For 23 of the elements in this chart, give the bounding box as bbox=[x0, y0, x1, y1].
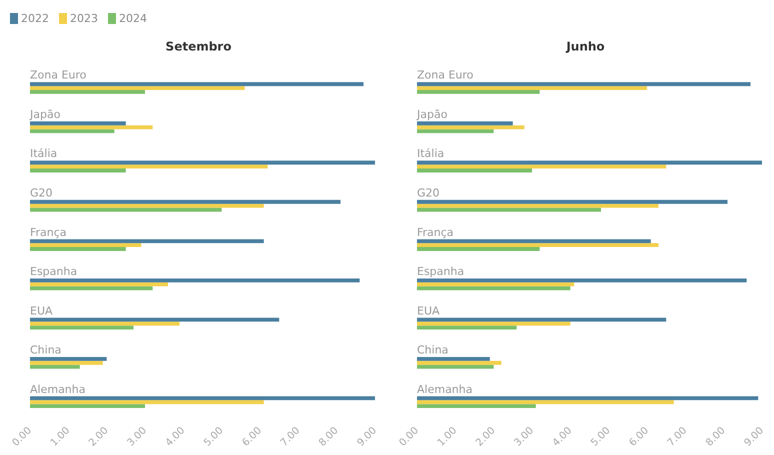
y-tick-label: China bbox=[417, 344, 448, 357]
y-tick-label: Zona Euro bbox=[417, 68, 474, 82]
y-tick-label: França bbox=[417, 226, 454, 239]
legend-label: 2023 bbox=[70, 12, 98, 24]
y-tick-label: G20 bbox=[30, 186, 53, 200]
y-tick-label: Alemanha bbox=[30, 382, 86, 396]
chart-title: Junho bbox=[565, 39, 605, 54]
y-tick-label: EUA bbox=[417, 304, 440, 318]
y-tick-label: Japão bbox=[29, 108, 61, 121]
y-tick-label: G20 bbox=[417, 186, 440, 200]
y-tick-label: Zona Euro bbox=[30, 68, 87, 82]
y-tick-label: Itália bbox=[30, 147, 58, 160]
y-tick-label: EUA bbox=[30, 304, 53, 318]
y-tick-label: Itália bbox=[417, 147, 444, 160]
y-tick-label: Espanha bbox=[417, 265, 464, 278]
y-tick-label: Japão bbox=[416, 108, 448, 121]
y-tick-label: Alemanha bbox=[417, 382, 472, 396]
legend-label: 2024 bbox=[119, 12, 147, 24]
chart-title: Setembro bbox=[166, 39, 232, 54]
y-tick-label: Espanha bbox=[30, 265, 78, 278]
y-tick-label: China bbox=[30, 344, 62, 357]
legend-label: 2022 bbox=[21, 12, 49, 24]
y-tick-label: França bbox=[30, 226, 67, 239]
